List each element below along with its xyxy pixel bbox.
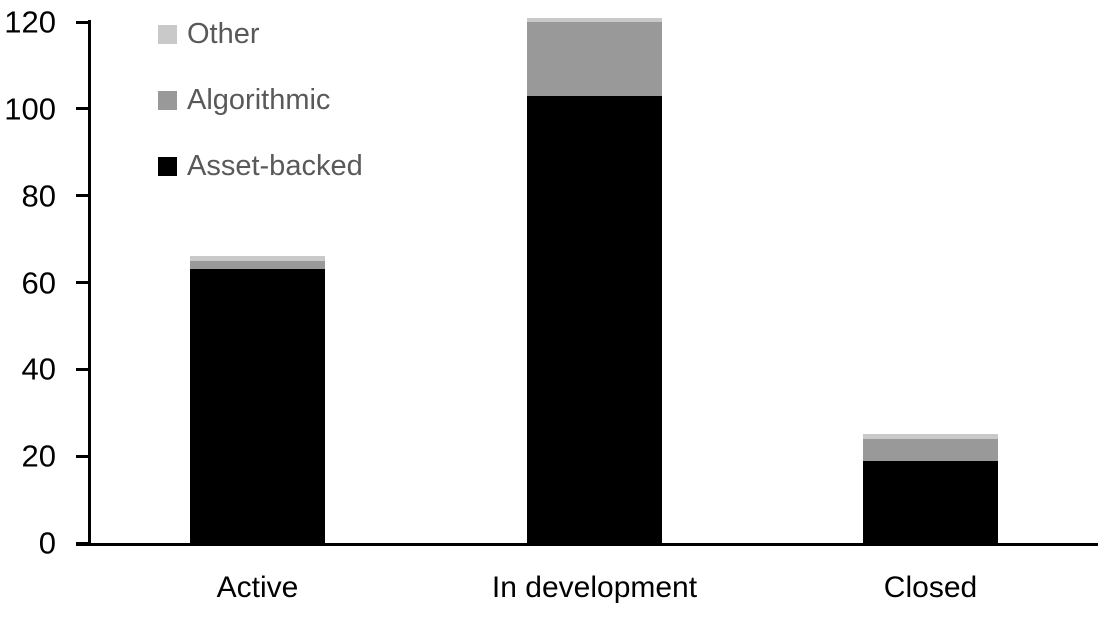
y-axis-tick-label: 20 <box>21 438 56 474</box>
x-axis-label-closed: Closed <box>883 571 978 604</box>
bar-closed <box>863 434 998 543</box>
bar-segment-asset-backed <box>863 460 998 543</box>
legend-label-other: Other <box>187 18 260 50</box>
chart-legend: Other Algorithmic Asset-backed <box>158 18 363 216</box>
legend-item-asset-backed: Asset-backed <box>158 150 363 183</box>
x-axis-line <box>76 543 1098 546</box>
y-axis-tick <box>76 281 88 284</box>
legend-item-algorithmic: Algorithmic <box>158 84 363 117</box>
bar-segment-other <box>527 17 662 22</box>
y-axis-tick-label: 0 <box>38 525 56 561</box>
bar-segment-asset-backed <box>190 269 325 543</box>
bar-active <box>190 256 325 543</box>
y-axis-tick <box>76 541 88 545</box>
y-axis-tick <box>76 367 88 371</box>
y-axis-line <box>88 20 91 546</box>
legend-item-other: Other <box>158 18 363 51</box>
bar-segment-asset-backed <box>527 95 662 543</box>
legend-swatch-other <box>158 25 177 44</box>
legend-label-asset-backed: Asset-backed <box>187 150 363 182</box>
y-axis-tick <box>76 454 88 458</box>
legend-swatch-algorithmic <box>158 91 177 110</box>
legend-swatch-asset-backed <box>158 157 177 176</box>
y-axis-tick-label: 60 <box>21 265 56 300</box>
bar-segment-other <box>190 256 325 261</box>
bar-in-development <box>527 17 662 543</box>
y-axis-tick <box>76 20 88 24</box>
bar-segment-algorithmic <box>863 438 998 461</box>
y-axis-tick-label: 80 <box>21 178 56 214</box>
bar-segment-algorithmic <box>527 22 662 96</box>
y-axis-tick-label: 100 <box>4 91 56 127</box>
y-axis-tick <box>76 194 88 198</box>
y-axis-tick-label: 40 <box>21 351 56 387</box>
x-axis-label-in-development: In development <box>491 571 698 604</box>
x-axis-label-active: Active <box>216 571 299 604</box>
y-axis-tick <box>76 107 88 111</box>
bar-segment-algorithmic <box>190 260 325 270</box>
legend-label-algorithmic: Algorithmic <box>187 84 331 116</box>
y-axis-tick-label: 120 <box>4 4 56 40</box>
bar-segment-other <box>863 434 998 439</box>
